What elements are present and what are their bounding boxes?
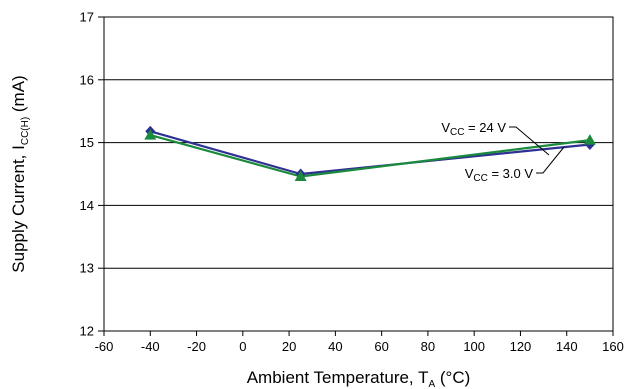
y-tick-label: 13 bbox=[80, 261, 94, 276]
series-label-vcc-3v-sub: CC bbox=[473, 173, 487, 184]
series-label-vcc-3v-pre: V bbox=[465, 166, 474, 181]
tick-layer: 12 13 14 15 16 17 -60 -40 -20 0 20 40 60 80 100 120 140 1… bbox=[80, 10, 624, 355]
series-label-vcc-24v-post: = 24 V bbox=[464, 120, 506, 135]
x-tick-label: 160 bbox=[602, 339, 624, 354]
x-tick-label: 0 bbox=[239, 339, 246, 354]
grid-layer bbox=[104, 16, 613, 332]
data-point-triangle bbox=[144, 129, 157, 140]
plot-frame bbox=[103, 16, 614, 332]
series-label-vcc-24v: VCC = 24 V bbox=[441, 120, 506, 138]
x-tick-label: 60 bbox=[374, 339, 388, 354]
leader-line-vcc-3v bbox=[536, 146, 565, 174]
y-tick-label: 12 bbox=[80, 324, 94, 339]
y-tick-label: 16 bbox=[80, 72, 94, 87]
y-tick-label: 14 bbox=[80, 198, 94, 213]
series-label-vcc-3v: VCC = 3.0 V bbox=[465, 166, 534, 184]
leader-line-vcc-24v bbox=[509, 126, 550, 156]
x-tick-label: 80 bbox=[421, 339, 435, 354]
y-axis-title-suffix: (mA) bbox=[9, 75, 28, 117]
series-label-vcc-24v-sub: CC bbox=[450, 127, 464, 138]
x-tick-label: 20 bbox=[282, 339, 296, 354]
y-axis-title-base: Supply Current, I bbox=[9, 145, 28, 273]
y-axis-title-sub: CC(H) bbox=[20, 117, 31, 145]
x-tick-label: -40 bbox=[141, 339, 160, 354]
x-axis-title: Ambient Temperature, TA (°C) bbox=[247, 368, 471, 389]
x-tick-label: 100 bbox=[463, 339, 485, 354]
data-point-triangle bbox=[294, 170, 307, 182]
x-axis-title-base: Ambient Temperature, T bbox=[247, 368, 429, 387]
annotation-layer: VCC = 24 V VCC = 3.0 V bbox=[441, 120, 565, 184]
series-label-vcc-3v-post: = 3.0 V bbox=[488, 166, 533, 181]
x-axis-title-sub: A bbox=[428, 379, 435, 389]
data-point-triangle bbox=[583, 134, 596, 145]
y-tick-label: 15 bbox=[80, 135, 94, 150]
y-tick-label: 17 bbox=[80, 10, 94, 25]
x-axis-title-suffix: (°C) bbox=[435, 368, 470, 387]
y-axis-title: Supply Current, ICC(H) (mA) bbox=[9, 75, 31, 272]
x-tick-label: 40 bbox=[328, 339, 342, 354]
x-tick-label: 120 bbox=[510, 339, 532, 354]
x-tick-label: 140 bbox=[556, 339, 578, 354]
x-tick-label: -60 bbox=[95, 339, 114, 354]
marker-layer bbox=[144, 125, 596, 182]
x-tick-label: -20 bbox=[187, 339, 206, 354]
series-label-vcc-24v-pre: V bbox=[441, 120, 450, 135]
